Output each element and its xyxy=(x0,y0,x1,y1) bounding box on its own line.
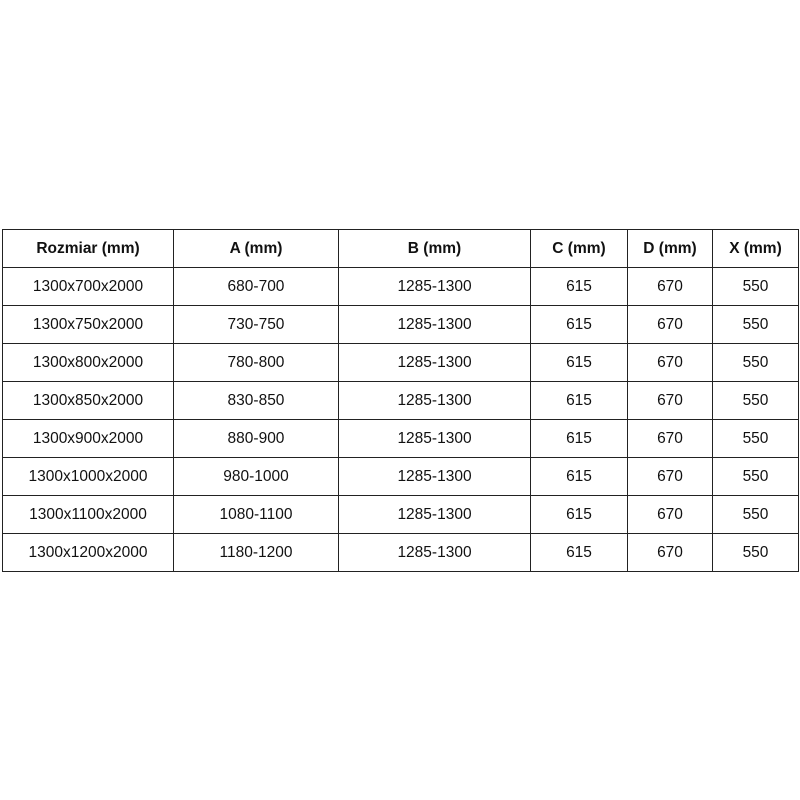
table-cell: 670 xyxy=(627,495,713,534)
table-cell: 1080-1100 xyxy=(173,495,339,534)
table-cell: 615 xyxy=(530,533,628,572)
table-cell: 615 xyxy=(530,305,628,344)
table-cell: 670 xyxy=(627,533,713,572)
table-row: 1300x1100x2000 1080-1100 1285-1300 615 670 55… xyxy=(2,495,799,534)
column-header: C (mm) xyxy=(530,229,628,268)
table-cell: 1285-1300 xyxy=(338,343,531,382)
table-cell: 550 xyxy=(712,457,799,496)
table-row: 1300x800x2000 780-800 1285-1300 615 670 550 xyxy=(2,343,799,382)
table-cell: 1300x800x2000 xyxy=(2,343,174,382)
table-cell: 615 xyxy=(530,419,628,458)
header-row: Rozmiar (mm) A (mm) B (mm) C (mm) D (mm) X (m… xyxy=(2,229,799,268)
column-header: D (mm) xyxy=(627,229,713,268)
table-cell: 1300x1000x2000 xyxy=(2,457,174,496)
table-row: 1300x850x2000 830-850 1285-1300 615 670 550 xyxy=(2,381,799,420)
table-row: 1300x1200x2000 1180-1200 1285-1300 615 670 55… xyxy=(2,533,799,572)
table-cell: 1285-1300 xyxy=(338,495,531,534)
table-cell: 615 xyxy=(530,343,628,382)
table-row: 1300x700x2000 680-700 1285-1300 615 670 550 xyxy=(2,267,799,306)
table-cell: 980-1000 xyxy=(173,457,339,496)
column-header: Rozmiar (mm) xyxy=(2,229,174,268)
table-cell: 1300x1100x2000 xyxy=(2,495,174,534)
table-cell: 780-800 xyxy=(173,343,339,382)
table-cell: 1180-1200 xyxy=(173,533,339,572)
table-cell: 1300x750x2000 xyxy=(2,305,174,344)
table-cell: 670 xyxy=(627,419,713,458)
table-cell: 550 xyxy=(712,343,799,382)
table-cell: 680-700 xyxy=(173,267,339,306)
table-cell: 1285-1300 xyxy=(338,381,531,420)
table-cell: 1285-1300 xyxy=(338,533,531,572)
table-cell: 670 xyxy=(627,343,713,382)
table-cell: 550 xyxy=(712,533,799,572)
table-cell: 550 xyxy=(712,419,799,458)
table-cell: 615 xyxy=(530,267,628,306)
table-cell: 1300x1200x2000 xyxy=(2,533,174,572)
table-cell: 1285-1300 xyxy=(338,457,531,496)
table-cell: 1300x850x2000 xyxy=(2,381,174,420)
table-cell: 1300x900x2000 xyxy=(2,419,174,458)
table-cell: 550 xyxy=(712,495,799,534)
table-cell: 670 xyxy=(627,305,713,344)
table-cell: 550 xyxy=(712,305,799,344)
table-cell: 550 xyxy=(712,381,799,420)
table-cell: 730-750 xyxy=(173,305,339,344)
table-cell: 615 xyxy=(530,495,628,534)
table-cell: 830-850 xyxy=(173,381,339,420)
table-cell: 1285-1300 xyxy=(338,267,531,306)
table-cell: 550 xyxy=(712,267,799,306)
table-cell: 670 xyxy=(627,267,713,306)
table-cell: 615 xyxy=(530,457,628,496)
column-header: B (mm) xyxy=(338,229,531,268)
table-cell: 615 xyxy=(530,381,628,420)
table-cell: 880-900 xyxy=(173,419,339,458)
table-cell: 1285-1300 xyxy=(338,305,531,344)
table-row: 1300x900x2000 880-900 1285-1300 615 670 550 xyxy=(2,419,799,458)
table-cell: 1300x700x2000 xyxy=(2,267,174,306)
table-cell: 1285-1300 xyxy=(338,419,531,458)
table-cell: 670 xyxy=(627,381,713,420)
table-cell: 670 xyxy=(627,457,713,496)
dimensions-table: Rozmiar (mm) A (mm) B (mm) C (mm) D (mm) X (m… xyxy=(2,229,799,572)
table-row: 1300x750x2000 730-750 1285-1300 615 670 550 xyxy=(2,305,799,344)
table-row: 1300x1000x2000 980-1000 1285-1300 615 670 550 xyxy=(2,457,799,496)
column-header: X (mm) xyxy=(712,229,799,268)
column-header: A (mm) xyxy=(173,229,339,268)
